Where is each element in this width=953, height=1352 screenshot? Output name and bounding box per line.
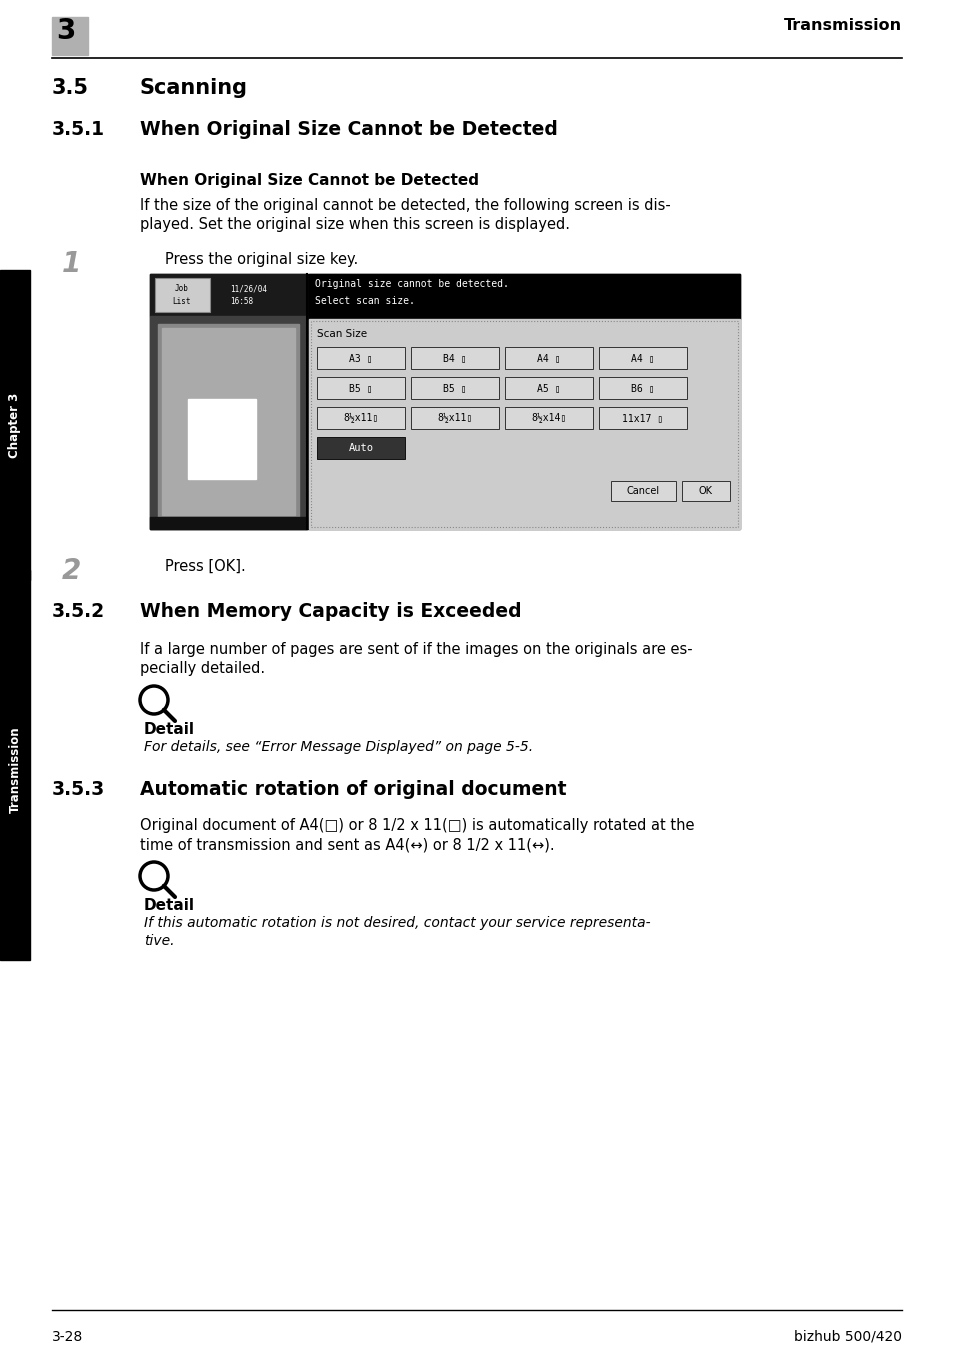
Text: List: List	[172, 297, 191, 306]
Text: Cancel: Cancel	[626, 485, 659, 496]
Text: 8½x11▯: 8½x11▯	[343, 412, 378, 423]
Text: Job: Job	[175, 284, 189, 293]
Bar	[316, 347, 405, 369]
Text: If the size of the original cannot be detected, the following screen is dis-: If the size of the original cannot be de…	[140, 197, 670, 214]
Text: B6 ▯: B6 ▯	[631, 383, 654, 393]
Text: When Original Size Cannot be Detected: When Original Size Cannot be Detected	[140, 120, 558, 139]
Bar	[154, 279, 210, 312]
Text: 3: 3	[56, 18, 75, 45]
Bar	[309, 319, 740, 529]
Bar	[309, 274, 740, 319]
Text: 3.5.3: 3.5.3	[52, 780, 105, 799]
Text: A4 ▯: A4 ▯	[631, 353, 654, 362]
Text: When Memory Capacity is Exceeded: When Memory Capacity is Exceeded	[140, 602, 521, 621]
Text: Chapter 3: Chapter 3	[9, 392, 22, 457]
Bar	[316, 377, 405, 399]
Text: bizhub 500/420: bizhub 500/420	[793, 1330, 901, 1344]
Text: pecially detailed.: pecially detailed.	[140, 661, 265, 676]
Text: A5 ▯: A5 ▯	[537, 383, 560, 393]
Text: tive.: tive.	[144, 934, 174, 948]
Text: Detail: Detail	[144, 898, 194, 913]
Bar	[158, 324, 298, 519]
Circle shape	[144, 867, 164, 886]
Text: 3.5: 3.5	[52, 78, 89, 97]
Text: time of transmission and sent as A4(↔) or 8 1/2 x 11(↔).: time of transmission and sent as A4(↔) o…	[140, 837, 554, 852]
Text: Press the original size key.: Press the original size key.	[165, 251, 358, 266]
Bar	[316, 437, 405, 458]
Text: When Original Size Cannot be Detected: When Original Size Cannot be Detected	[140, 173, 478, 188]
Text: Press [OK].: Press [OK].	[165, 558, 246, 575]
Text: Transmission: Transmission	[9, 726, 22, 814]
Text: For details, see “Error Message Displayed” on page 5-5.: For details, see “Error Message Displaye…	[144, 740, 533, 754]
Text: If a large number of pages are sent of if the images on the originals are es-: If a large number of pages are sent of i…	[140, 642, 692, 657]
Bar	[411, 407, 498, 429]
Bar	[316, 407, 405, 429]
Text: 3.5.2: 3.5.2	[52, 602, 105, 621]
Text: 2: 2	[62, 557, 81, 585]
Bar	[150, 274, 740, 529]
Text: 3.5.1: 3.5.1	[52, 120, 105, 139]
Bar	[411, 377, 498, 399]
Text: Original size cannot be detected.: Original size cannot be detected.	[314, 279, 508, 289]
Text: B5 ▯: B5 ▯	[349, 383, 373, 393]
Circle shape	[144, 690, 164, 710]
Bar	[162, 329, 294, 515]
Text: Scan Size: Scan Size	[316, 329, 367, 339]
Bar	[598, 377, 686, 399]
Bar	[0, 571, 30, 960]
Text: B4 ▯: B4 ▯	[443, 353, 466, 362]
Bar	[681, 481, 729, 502]
Bar	[610, 481, 676, 502]
Text: Original document of A4(□) or 8 1/2 x 11(□) is automatically rotated at the: Original document of A4(□) or 8 1/2 x 11…	[140, 818, 694, 833]
Text: Select scan size.: Select scan size.	[314, 296, 415, 306]
Bar	[504, 347, 593, 369]
Bar	[150, 316, 307, 529]
Bar	[150, 274, 307, 316]
Bar	[150, 516, 307, 529]
Text: B5 ▯: B5 ▯	[443, 383, 466, 393]
Text: Transmission: Transmission	[783, 18, 901, 32]
Text: Detail: Detail	[144, 722, 194, 737]
Text: Auto: Auto	[348, 443, 374, 453]
Text: A3 ▯: A3 ▯	[349, 353, 373, 362]
Text: 16:58: 16:58	[230, 297, 253, 306]
Bar	[411, 347, 498, 369]
Text: 8½x11▯: 8½x11▯	[436, 412, 472, 423]
Bar	[52, 18, 88, 55]
Text: If this automatic rotation is not desired, contact your service representa-: If this automatic rotation is not desire…	[144, 917, 650, 930]
Bar	[188, 399, 255, 479]
Bar	[504, 377, 593, 399]
Text: 3-28: 3-28	[52, 1330, 83, 1344]
Text: 1: 1	[62, 250, 81, 279]
Bar	[598, 407, 686, 429]
Text: Scanning: Scanning	[140, 78, 248, 97]
Text: 11x17 ▯: 11x17 ▯	[621, 412, 663, 423]
Text: Automatic rotation of original document: Automatic rotation of original document	[140, 780, 566, 799]
Text: OK: OK	[699, 485, 712, 496]
Text: A4 ▯: A4 ▯	[537, 353, 560, 362]
Bar	[311, 320, 738, 527]
Bar	[598, 347, 686, 369]
Bar	[0, 270, 30, 580]
Text: played. Set the original size when this screen is displayed.: played. Set the original size when this …	[140, 218, 569, 233]
Bar	[504, 407, 593, 429]
Text: 8½x14▯: 8½x14▯	[531, 412, 566, 423]
Text: 11/26/04: 11/26/04	[230, 284, 267, 293]
